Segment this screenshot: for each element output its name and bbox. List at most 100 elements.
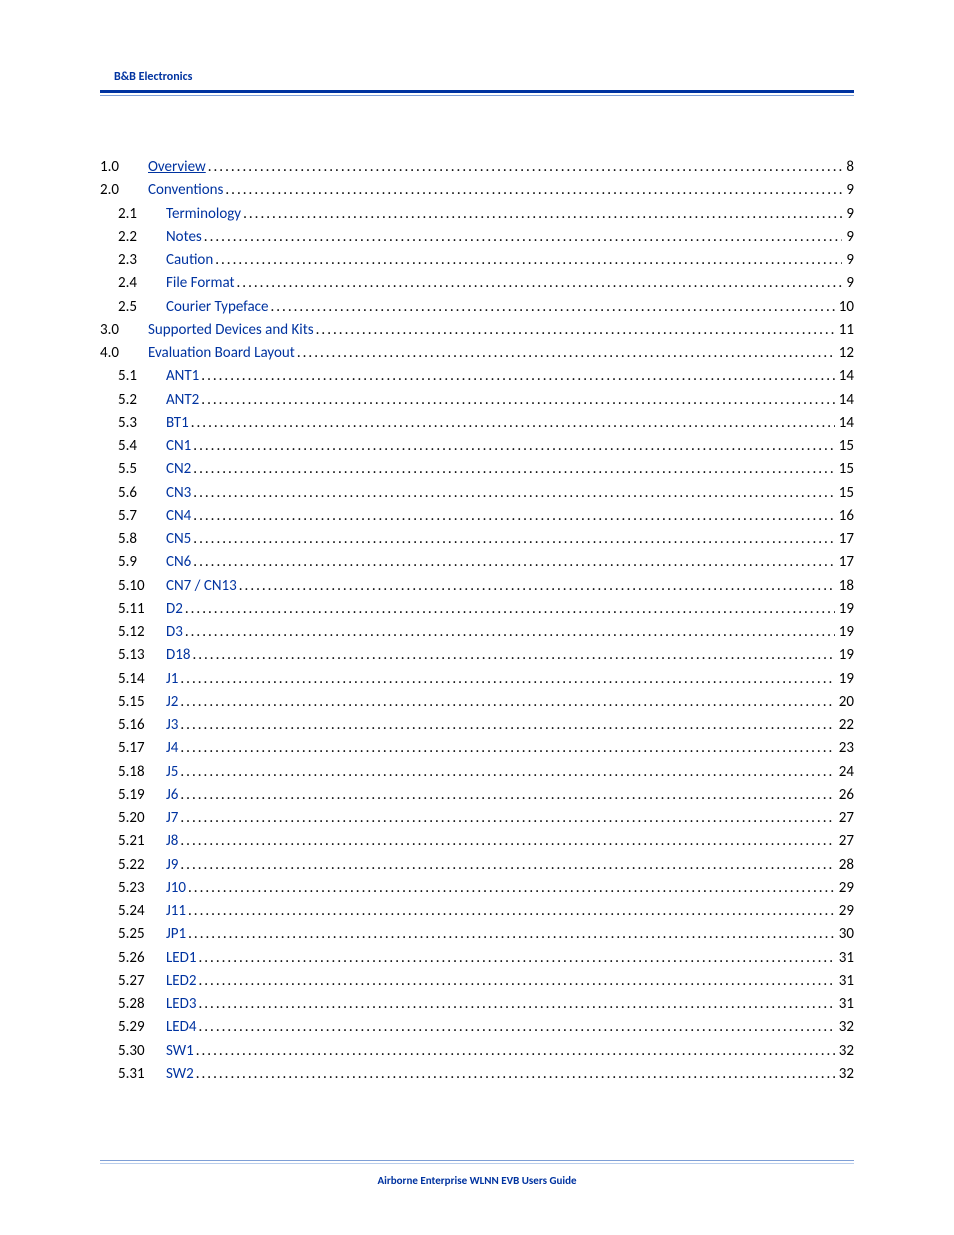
toc-row[interactable]: 5.23J1029 xyxy=(100,877,854,900)
toc-row[interactable]: 5.29LED432 xyxy=(100,1016,854,1039)
toc-title[interactable]: D3 xyxy=(166,621,183,644)
toc-title[interactable]: Terminology xyxy=(166,203,241,226)
toc-row[interactable]: 2.0Conventions9 xyxy=(100,179,854,202)
toc-row[interactable]: 5.14J119 xyxy=(100,668,854,691)
toc-row[interactable]: 5.17J423 xyxy=(100,737,854,760)
toc-leader xyxy=(194,1040,835,1063)
toc-row[interactable]: 3.0Supported Devices and Kits11 xyxy=(100,319,854,342)
toc-row[interactable]: 5.16J322 xyxy=(100,714,854,737)
toc-row[interactable]: 1.0Overview8 xyxy=(100,156,854,179)
toc-title[interactable]: J4 xyxy=(166,737,178,760)
toc-num: 5.24 xyxy=(118,900,166,923)
toc-page: 16 xyxy=(835,505,854,528)
toc-title[interactable]: J1 xyxy=(166,668,178,691)
toc-row[interactable]: 2.4File Format9 xyxy=(100,272,854,295)
toc-row[interactable]: 5.27LED231 xyxy=(100,970,854,993)
toc-row[interactable]: 5.4CN115 xyxy=(100,435,854,458)
toc-row[interactable]: 2.2Notes9 xyxy=(100,226,854,249)
toc-row[interactable]: 5.8CN517 xyxy=(100,528,854,551)
toc-row[interactable]: 5.13D1819 xyxy=(100,644,854,667)
toc-title[interactable]: JP1 xyxy=(166,923,186,946)
toc-title[interactable]: Notes xyxy=(166,226,202,249)
toc-title[interactable]: D2 xyxy=(166,598,183,621)
toc-page: 11 xyxy=(835,319,854,342)
toc-row[interactable]: 5.3BT114 xyxy=(100,412,854,435)
toc-title[interactable]: CN7 / CN13 xyxy=(166,575,237,598)
toc-title[interactable]: CN5 xyxy=(166,528,191,551)
toc-title[interactable]: SW2 xyxy=(166,1063,194,1086)
toc-row[interactable]: 5.24J11 29 xyxy=(100,900,854,923)
toc-page: 9 xyxy=(842,226,854,249)
toc-row[interactable]: 5.31SW232 xyxy=(100,1063,854,1086)
toc-row[interactable]: 2.5Courier Typeface 10 xyxy=(100,296,854,319)
toc-title[interactable]: CN4 xyxy=(166,505,191,528)
toc-title[interactable]: J11 xyxy=(166,900,186,923)
toc-title[interactable]: LED4 xyxy=(166,1016,196,1039)
toc-row[interactable]: 5.12D319 xyxy=(100,621,854,644)
toc-row[interactable]: 2.3Caution9 xyxy=(100,249,854,272)
toc-title[interactable]: CN1 xyxy=(166,435,191,458)
toc-title[interactable]: ANT1 xyxy=(166,365,199,388)
toc-row[interactable]: 4.0Evaluation Board Layout12 xyxy=(100,342,854,365)
toc-row[interactable]: 5.2ANT214 xyxy=(100,389,854,412)
toc-row[interactable]: 5.7CN416 xyxy=(100,505,854,528)
toc-title[interactable]: CN3 xyxy=(166,482,191,505)
toc-num: 5.30 xyxy=(118,1040,166,1063)
toc-title[interactable]: J9 xyxy=(166,854,178,877)
toc-row[interactable]: 5.25JP130 xyxy=(100,923,854,946)
toc-row[interactable]: 5.5CN215 xyxy=(100,458,854,481)
toc-title[interactable]: J3 xyxy=(166,714,178,737)
toc-row[interactable]: 5.19J626 xyxy=(100,784,854,807)
toc-page: 27 xyxy=(835,830,854,853)
toc-row[interactable]: 5.28LED331 xyxy=(100,993,854,1016)
toc-title[interactable]: LED1 xyxy=(166,947,196,970)
toc-title[interactable]: LED3 xyxy=(166,993,196,1016)
toc-leader xyxy=(196,993,834,1016)
brand-label: B&B Electronics xyxy=(114,70,854,84)
toc-page: 12 xyxy=(835,342,854,365)
toc-page: 19 xyxy=(835,668,854,691)
toc-title[interactable]: CN6 xyxy=(166,551,191,574)
toc-page: 10 xyxy=(835,296,854,319)
toc-row[interactable]: 5.26LED131 xyxy=(100,947,854,970)
toc-title[interactable]: D18 xyxy=(166,644,190,667)
toc-row[interactable]: 2.1Terminology9 xyxy=(100,203,854,226)
toc-title[interactable]: File Format xyxy=(166,272,235,295)
toc-num: 2.5 xyxy=(118,296,166,319)
toc-title[interactable]: LED2 xyxy=(166,970,196,993)
toc-num: 5.12 xyxy=(118,621,166,644)
toc-title[interactable]: Conventions xyxy=(148,179,223,202)
toc-leader xyxy=(314,319,835,342)
toc-row[interactable]: 5.9CN617 xyxy=(100,551,854,574)
toc-title[interactable]: Supported Devices and Kits xyxy=(148,319,314,342)
toc-title[interactable]: SW1 xyxy=(166,1040,194,1063)
toc-page: 29 xyxy=(835,900,854,923)
toc-row[interactable]: 5.1ANT114 xyxy=(100,365,854,388)
toc-leader xyxy=(191,505,834,528)
toc-row[interactable]: 5.22J928 xyxy=(100,854,854,877)
toc-row[interactable]: 5.10CN7 / CN1318 xyxy=(100,575,854,598)
toc-row[interactable]: 5.11D219 xyxy=(100,598,854,621)
toc-title[interactable]: J7 xyxy=(166,807,178,830)
toc-title[interactable]: CN2 xyxy=(166,458,191,481)
toc-leader xyxy=(178,830,834,853)
toc-row[interactable]: 5.6CN315 xyxy=(100,482,854,505)
toc-title[interactable]: Evaluation Board Layout xyxy=(148,342,295,365)
toc-num: 5.16 xyxy=(118,714,166,737)
toc-title[interactable]: J10 xyxy=(166,877,186,900)
toc-title[interactable]: Courier Typeface xyxy=(166,296,268,319)
toc-row[interactable]: 5.30SW132 xyxy=(100,1040,854,1063)
toc-title[interactable]: J5 xyxy=(166,761,178,784)
toc-row[interactable]: 5.15J220 xyxy=(100,691,854,714)
toc-title[interactable]: Caution xyxy=(166,249,213,272)
toc-title[interactable]: J6 xyxy=(166,784,178,807)
toc-title[interactable]: ANT2 xyxy=(166,389,199,412)
toc-title[interactable]: BT1 xyxy=(166,412,189,435)
toc-title[interactable]: J2 xyxy=(166,691,178,714)
toc-row[interactable]: 5.18J524 xyxy=(100,761,854,784)
toc-row[interactable]: 5.21J827 xyxy=(100,830,854,853)
header-rule-top xyxy=(100,90,854,93)
toc-title[interactable]: J8 xyxy=(166,830,178,853)
toc-title[interactable]: Overview xyxy=(148,156,206,179)
toc-row[interactable]: 5.20J727 xyxy=(100,807,854,830)
